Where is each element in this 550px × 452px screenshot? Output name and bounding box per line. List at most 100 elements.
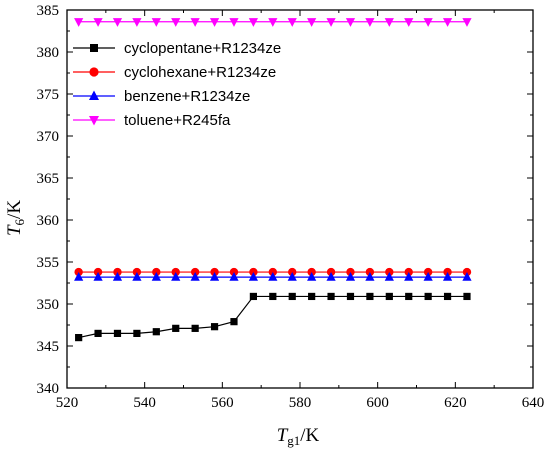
data-point-3-6 <box>190 18 200 27</box>
data-point-0-9 <box>249 292 257 301</box>
x-tick-label: 560 <box>211 395 234 411</box>
legend: cyclopentane+R1234ze cyclohexane+R1234ze b… <box>73 40 281 129</box>
data-point-3-15 <box>365 18 375 27</box>
data-point-2-2 <box>112 272 123 281</box>
data-point-3-17 <box>404 18 414 27</box>
data-point-2-15 <box>365 272 375 281</box>
legend-entry-0: cyclopentane+R1234ze <box>73 40 281 57</box>
plot-area <box>67 10 533 388</box>
data-point-3-20 <box>462 18 472 27</box>
series-layer <box>74 18 472 342</box>
data-point-2-3 <box>132 272 142 281</box>
series-2 <box>74 272 472 281</box>
y-tick-label: 345 <box>37 339 60 355</box>
data-point-3-11 <box>287 18 297 27</box>
x-tick-label: 580 <box>289 395 312 411</box>
data-point-3-13 <box>326 18 336 27</box>
data-point-0-7 <box>210 323 219 331</box>
x-tick-label: 520 <box>56 395 79 411</box>
data-point-0-6 <box>191 324 199 332</box>
data-point-3-10 <box>268 18 278 27</box>
data-point-3-3 <box>132 18 142 27</box>
data-point-2-18 <box>423 272 433 281</box>
data-point-0-13 <box>327 292 335 301</box>
data-point-2-19 <box>442 272 453 281</box>
y-tick-label: 350 <box>37 297 60 313</box>
x-axis-label-main: T <box>277 425 289 446</box>
data-point-2-10 <box>268 272 278 281</box>
data-point-2-4 <box>151 272 161 281</box>
legend-marker-3 <box>89 116 99 126</box>
data-point-2-0 <box>74 272 84 281</box>
y-tick-label: 360 <box>37 213 60 229</box>
y-axis-label-sub: 6 <box>12 218 27 225</box>
data-point-3-5 <box>171 18 181 27</box>
data-point-3-12 <box>307 18 317 27</box>
y-axis-label-main: T <box>4 224 25 236</box>
data-point-2-1 <box>93 272 103 281</box>
legend-entry-1: cyclohexane+R1234ze <box>73 64 276 81</box>
x-tick-label: 600 <box>366 395 389 411</box>
legend-marker-0 <box>90 44 98 52</box>
y-tick-label: 385 <box>37 3 60 19</box>
data-point-3-7 <box>209 18 220 27</box>
data-point-0-17 <box>405 292 413 301</box>
y-tick-label: 365 <box>37 171 60 187</box>
data-point-0-20 <box>463 292 471 301</box>
data-point-0-8 <box>230 318 238 326</box>
data-point-2-17 <box>404 272 414 281</box>
data-point-0-5 <box>172 324 180 332</box>
data-point-0-14 <box>346 292 355 301</box>
data-point-0-3 <box>133 329 141 337</box>
data-point-2-20 <box>462 272 472 281</box>
y-tick-label: 370 <box>37 129 60 145</box>
data-point-2-11 <box>287 272 297 281</box>
x-axis-label: Tg1/K <box>277 425 320 448</box>
legend-label-1: cyclohexane+R1234ze <box>124 64 276 81</box>
y-tick-label: 375 <box>37 87 60 103</box>
y-axis-label-unit: /K <box>4 200 25 219</box>
data-point-0-4 <box>152 328 160 336</box>
data-point-2-9 <box>248 272 258 281</box>
data-point-0-11 <box>288 292 296 301</box>
legend-entry-3: toluene+R245fa <box>73 112 231 129</box>
data-point-0-12 <box>308 292 316 301</box>
data-point-3-19 <box>442 18 453 27</box>
legend-label-2: benzene+R1234ze <box>124 88 250 105</box>
legend-marker-1 <box>89 67 99 77</box>
x-axis-label-sub: g1 <box>287 433 300 448</box>
y-tick-label: 380 <box>37 45 60 61</box>
legend-label-3: toluene+R245fa <box>124 112 231 129</box>
data-point-3-2 <box>112 18 123 27</box>
data-point-0-1 <box>94 329 102 337</box>
y-tick-label: 355 <box>37 255 60 271</box>
axes-layer: 520 540 560 580 600 620 640 340 345 350 355 360 365 3… <box>37 3 545 411</box>
data-point-0-10 <box>269 292 277 301</box>
data-point-0-0 <box>75 334 83 342</box>
data-point-3-16 <box>384 18 394 27</box>
data-point-2-16 <box>384 272 394 281</box>
data-point-0-18 <box>424 292 432 301</box>
data-point-2-14 <box>345 272 356 281</box>
data-point-2-13 <box>326 272 336 281</box>
data-point-2-7 <box>209 272 220 281</box>
data-point-3-0 <box>74 18 84 27</box>
data-point-3-9 <box>248 18 258 27</box>
series-3 <box>74 18 472 27</box>
x-tick-label: 640 <box>522 395 545 411</box>
x-tick-label: 620 <box>444 395 467 411</box>
legend-marker-2 <box>89 90 99 100</box>
data-point-3-18 <box>423 18 433 27</box>
data-point-3-4 <box>151 18 161 27</box>
y-tick-label: 340 <box>37 381 60 397</box>
data-point-2-6 <box>190 272 200 281</box>
legend-entry-2: benzene+R1234ze <box>73 88 250 105</box>
y-axis-label: T6/K <box>4 200 27 236</box>
legend-label-0: cyclopentane+R1234ze <box>124 40 281 57</box>
plot-background <box>67 10 533 388</box>
data-point-2-5 <box>171 272 181 281</box>
series-0 <box>75 292 471 342</box>
data-point-3-8 <box>229 18 239 27</box>
data-point-0-19 <box>443 292 452 301</box>
